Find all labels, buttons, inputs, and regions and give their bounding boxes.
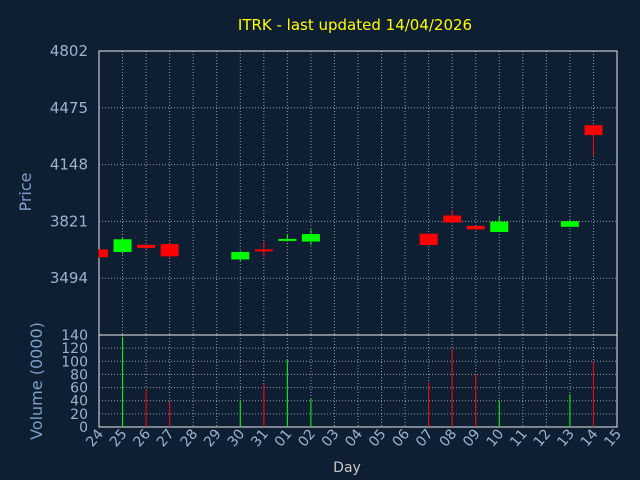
x-tick-label: 31 [248,426,272,450]
x-tick-label: 25 [107,426,131,450]
x-tick-label: 05 [366,426,390,450]
volume-tick-label: 40 [70,394,88,410]
y-axis-label: Price [16,172,35,211]
candle-body [254,249,273,252]
x-tick-label: 28 [178,426,202,450]
x-tick-label: 03 [319,426,343,450]
x-tick-label: 14 [578,426,602,450]
volume-tick-label: 20 [70,407,88,423]
volume-tick-label: 140 [61,328,88,344]
price-tick-label: 4802 [50,42,88,60]
x-tick-label: 27 [154,426,178,450]
candle-body [466,225,485,230]
x-tick-label: 15 [601,426,625,450]
price-tick-label: 4148 [50,156,88,174]
volume-tick-label: 100 [61,354,88,370]
x-tick-label: 12 [531,426,555,450]
volume-axis-label: Volume (0000) [27,322,46,440]
candle-body [584,125,603,136]
candle-body [443,215,462,223]
candle-body [99,249,108,258]
volume-tick-label: 0 [79,420,88,436]
x-tick-label: 07 [413,426,437,450]
volume-pane-frame [98,334,618,428]
candle-body [113,239,132,252]
candle-body [419,233,438,246]
x-tick-label: 04 [342,426,366,450]
price-tick-label: 3821 [50,212,88,230]
price-tick-label: 3494 [50,269,88,287]
price-tick-label: 4475 [50,99,88,117]
x-tick-label: 08 [437,426,461,450]
x-tick-label: 01 [272,426,296,450]
x-tick-label: 10 [484,426,508,450]
candle-body [160,244,179,257]
x-tick-label: 11 [507,426,531,450]
candle-body [137,244,156,248]
x-tick-label: 13 [554,426,578,450]
x-tick-label: 06 [389,426,413,450]
x-tick-label: 02 [295,426,319,450]
x-tick-label: 09 [460,426,484,450]
chart-title: ITRK - last updated 14/04/2026 [238,16,472,34]
x-tick-label: 26 [130,426,154,450]
volume-tick-label: 80 [70,367,88,383]
candle-body [231,251,250,260]
x-tick-label: 30 [225,426,249,450]
x-tick-label: 29 [201,426,225,450]
candle-body [301,234,320,242]
x-axis-label: Day [333,460,361,476]
volume-tick-label: 60 [70,381,88,397]
candle-body [560,221,579,227]
volume-tick-label: 120 [61,341,88,357]
candle-body [278,238,297,241]
candle-body [490,221,509,232]
